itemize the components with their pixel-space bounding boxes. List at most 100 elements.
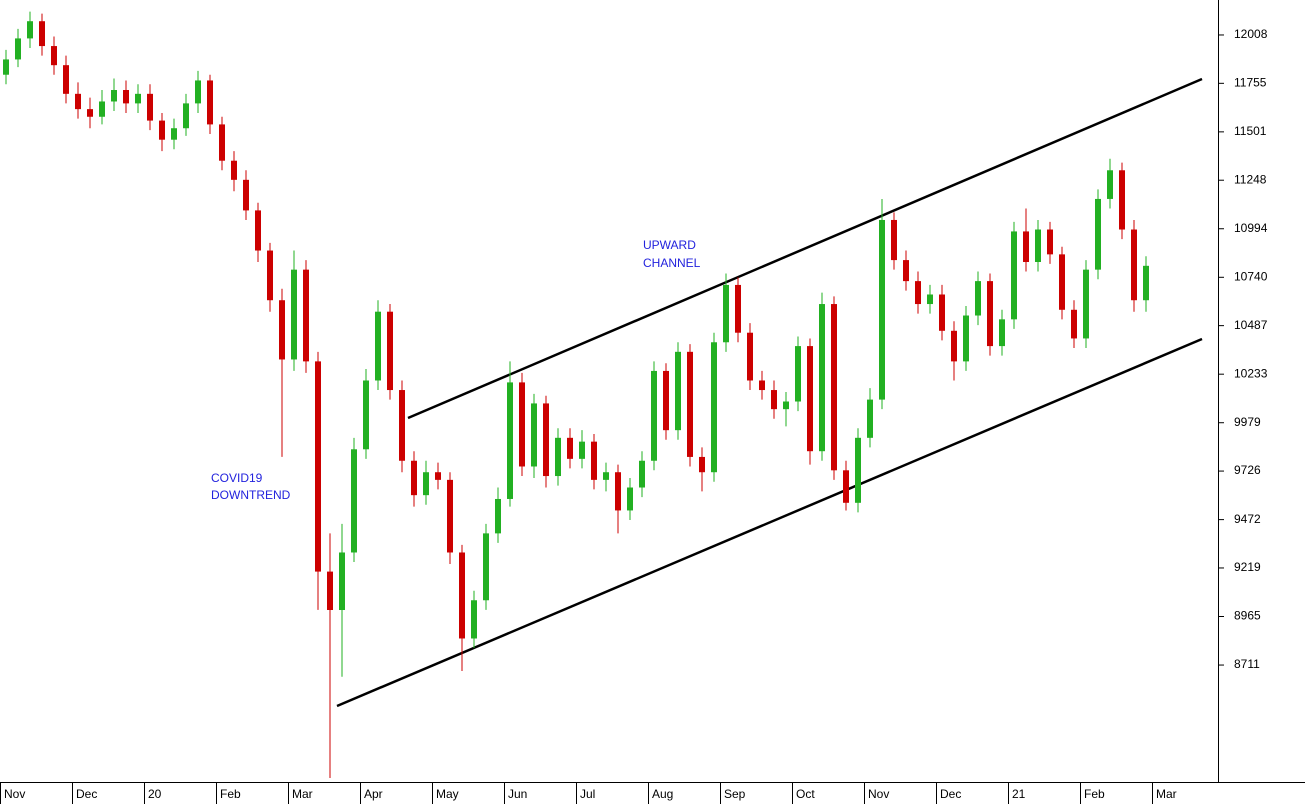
candle-body [183,103,189,129]
candle-body [879,219,885,400]
annotation: CHANNEL [643,256,701,270]
candle-body [783,401,789,410]
candle-body [351,449,357,553]
y-tick-label: 10994 [1234,221,1268,235]
candle-body [207,80,213,125]
candle-body [1071,309,1077,339]
x-tick-label: Dec [76,787,97,801]
candle-body [123,90,129,104]
x-tick-label: Aug [652,787,673,801]
candle-body [339,552,345,611]
candle-body [795,346,801,402]
x-tick-label: May [436,787,459,801]
y-tick-label: 11501 [1234,124,1267,138]
annotation: COVID19 [211,471,263,485]
candle-body [531,403,537,467]
candle-body [1095,198,1101,270]
candle-body [627,487,633,511]
candle-body [1047,229,1053,255]
x-tick-label: Oct [796,787,815,801]
candle-body [3,59,9,75]
candle-body [639,460,645,488]
candle-body [867,399,873,438]
candle-body [723,284,729,343]
candle-body [1131,229,1137,301]
candle-body [747,332,753,381]
candle-body [39,21,45,47]
y-tick-label: 9219 [1234,560,1261,574]
candle-body [375,311,381,381]
candle-body [447,479,453,553]
candle-body [159,120,165,140]
candle-body [327,571,333,611]
candle-body [807,346,813,452]
candle-body [1023,231,1029,263]
candle-body [363,380,369,450]
candle-body [111,90,117,102]
candle-body [267,250,273,301]
candle-body [915,281,921,305]
candle-body [819,304,825,452]
candle-body [279,300,285,360]
candle-body [63,65,69,94]
candle-body [231,160,237,180]
y-tick-label: 10233 [1234,366,1268,380]
annotation: UPWARD [643,238,696,252]
candle-body [399,390,405,461]
candle-body [483,533,489,601]
x-tick-label: Feb [220,787,241,801]
candle-body [1011,231,1017,320]
x-tick-label: Apr [364,787,383,801]
x-tick-label: Nov [868,787,889,801]
candle-body [771,390,777,410]
y-tick-label: 10487 [1234,318,1268,332]
candle-body [651,370,657,461]
candle-body [291,269,297,360]
candle-body [1143,265,1149,301]
candle-body [135,93,141,104]
y-tick-label: 12008 [1234,27,1268,41]
candle-body [1059,254,1065,310]
candle-body [939,294,945,331]
candle-body [51,46,57,66]
y-tick-label: 9726 [1234,463,1261,477]
channel-upper [407,77,1203,420]
candle-body [1107,170,1113,199]
candle-body [927,294,933,305]
candle-body [171,128,177,140]
candle-body [987,281,993,347]
x-tick-label: Sep [724,787,746,801]
channel-lower [336,337,1203,708]
candle-body [435,472,441,480]
candle-body [855,437,861,503]
y-tick-label: 8965 [1234,609,1261,623]
annotation: DOWNTREND [211,488,291,502]
candle-body [687,351,693,457]
candle-body [615,472,621,511]
candle-body [699,456,705,473]
candle-body [963,315,969,362]
x-tick-label: Jun [508,787,527,801]
x-tick-label: Mar [292,787,313,801]
candle-body [711,342,717,473]
candle-body [519,382,525,467]
x-tick-label: Jul [580,787,595,801]
candle-body [567,437,573,459]
candle-body [555,437,561,477]
candle-body [495,498,501,534]
x-tick-label: Dec [940,787,961,801]
candle-body [219,124,225,161]
candle-body [411,460,417,496]
x-tick-label: 20 [148,787,162,801]
x-tick-label: Nov [4,787,25,801]
candle-body [591,441,597,480]
y-tick-label: 11248 [1234,172,1267,186]
candle-body [75,93,81,110]
candle-body [999,319,1005,347]
y-tick-label: 10740 [1234,269,1268,283]
candle-body [507,382,513,499]
candle-body [975,281,981,316]
candle-body [675,351,681,431]
